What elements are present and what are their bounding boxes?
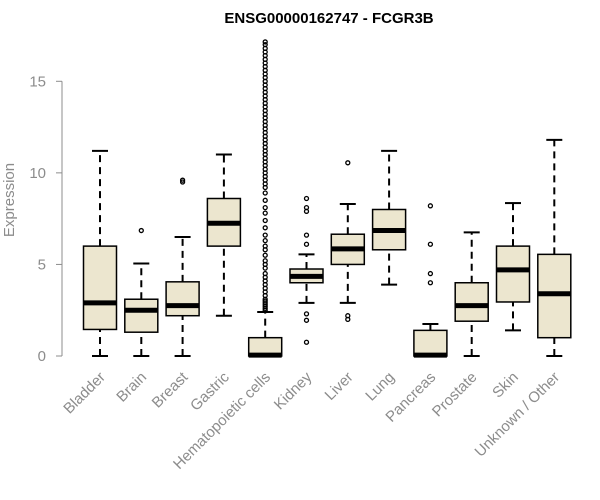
outlier-point [262,217,268,224]
outlier-point [303,232,310,238]
chart-title: ENSG00000162747 - FCGR3B [224,10,433,27]
outlier-point [427,241,434,247]
box-kidney [289,195,324,345]
box-liver [330,160,366,323]
iqr-box [82,245,118,331]
outlier-point [303,241,310,247]
outlier-point [262,197,268,203]
box-hematopoietic-cells [247,39,283,358]
box-unknown-other [537,138,572,357]
outlier-point [427,203,434,209]
box-brain [124,227,159,357]
box-breast [165,177,200,357]
outlier-point [262,225,268,231]
outlier-point [262,270,268,277]
x-tick-label: Kidney [271,368,316,413]
box-prostate [454,231,489,357]
outlier-point [179,177,186,183]
box-lung [371,149,407,286]
x-tick-label: Lung [362,369,398,405]
outlier-point [303,339,310,345]
iqr-box [124,298,159,333]
boxes-group [82,39,572,358]
iqr-box [165,281,200,317]
outlier-point [303,311,310,317]
outlier-point [262,232,268,238]
box-bladder [82,149,118,357]
outlier-point [427,280,434,286]
outlier-point [262,237,268,244]
outlier-point [262,298,268,304]
x-tick-label: Brain [113,369,150,406]
outlier-point [179,179,186,185]
box-pancreas [413,203,448,358]
box-gastric [206,153,242,317]
y-tick-label: 10 [29,165,46,182]
y-axis: 0 5 10 15 [29,73,63,365]
outlier-point [262,252,268,258]
iqr-box [495,245,531,303]
x-tick-label: Prostate [429,369,481,421]
y-tick-label: 0 [38,348,46,365]
outlier-point [303,317,310,323]
y-axis-label: Expression [1,163,18,237]
outlier-point [262,205,268,211]
outlier-point [427,270,434,277]
iqr-box [413,329,448,357]
outlier-point [303,205,310,211]
outlier-point [262,258,268,264]
y-tick-label: 5 [38,256,46,273]
x-tick-label: Bladder [60,369,109,418]
x-tick-label: Liver [322,369,357,404]
outlier-point [262,210,268,216]
outlier-point [138,227,144,234]
outlier-point [345,160,351,166]
outlier-point [345,313,351,319]
box-skin [495,202,531,332]
y-tick-label: 15 [29,73,46,90]
x-tick-label: Breast [149,368,192,411]
outlier-point [262,243,268,249]
x-tick-label: Skin [489,369,522,402]
iqr-box [454,281,489,322]
outlier-point [303,195,310,202]
outlier-point [262,42,268,48]
outlier-point [262,39,268,45]
outlier-point [262,190,268,196]
